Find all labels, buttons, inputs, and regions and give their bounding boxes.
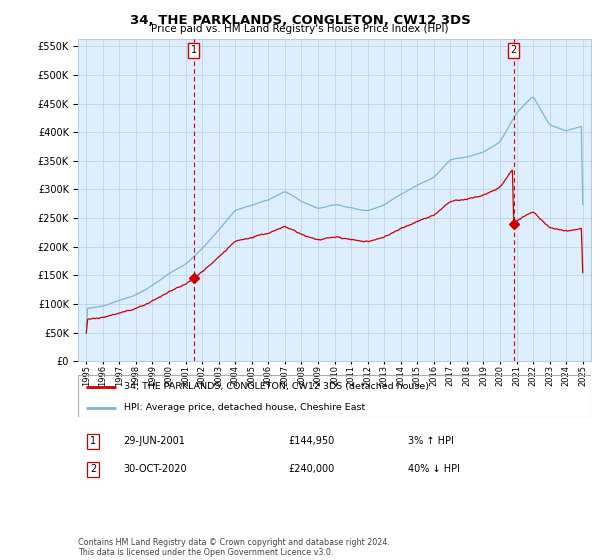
Text: 34, THE PARKLANDS, CONGLETON, CW12 3DS: 34, THE PARKLANDS, CONGLETON, CW12 3DS xyxy=(130,14,470,27)
Text: £144,950: £144,950 xyxy=(288,436,334,446)
Text: 34, THE PARKLANDS, CONGLETON, CW12 3DS (detached house): 34, THE PARKLANDS, CONGLETON, CW12 3DS (… xyxy=(124,382,429,391)
Text: Contains HM Land Registry data © Crown copyright and database right 2024.
This d: Contains HM Land Registry data © Crown c… xyxy=(78,538,390,557)
Text: 1: 1 xyxy=(90,436,96,446)
Text: 40% ↓ HPI: 40% ↓ HPI xyxy=(408,464,460,474)
Text: £240,000: £240,000 xyxy=(288,464,334,474)
Text: 29-JUN-2001: 29-JUN-2001 xyxy=(123,436,185,446)
Text: 1: 1 xyxy=(191,45,197,55)
Text: 3% ↑ HPI: 3% ↑ HPI xyxy=(408,436,454,446)
Text: 30-OCT-2020: 30-OCT-2020 xyxy=(123,464,187,474)
Text: 2: 2 xyxy=(511,45,517,55)
Text: HPI: Average price, detached house, Cheshire East: HPI: Average price, detached house, Ches… xyxy=(124,403,365,413)
Text: Price paid vs. HM Land Registry's House Price Index (HPI): Price paid vs. HM Land Registry's House … xyxy=(151,24,449,34)
Text: 2: 2 xyxy=(90,464,96,474)
